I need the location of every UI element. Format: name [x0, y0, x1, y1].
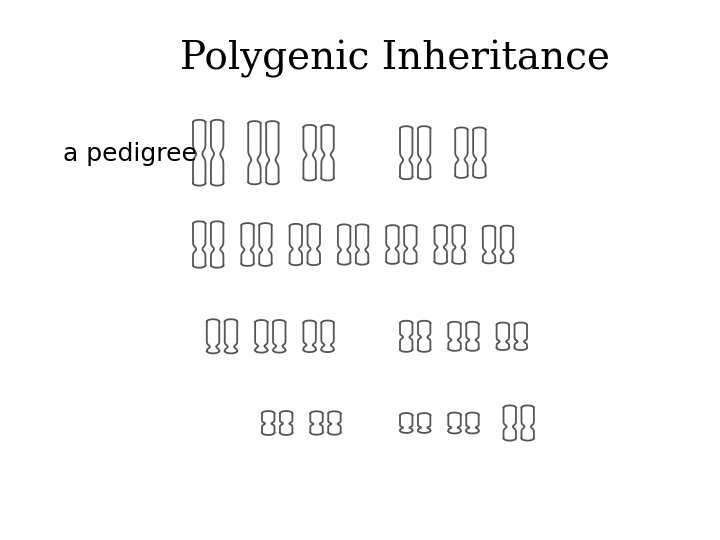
Text: a pedigree: a pedigree	[63, 143, 197, 166]
Text: Polygenic Inheritance: Polygenic Inheritance	[179, 40, 610, 78]
